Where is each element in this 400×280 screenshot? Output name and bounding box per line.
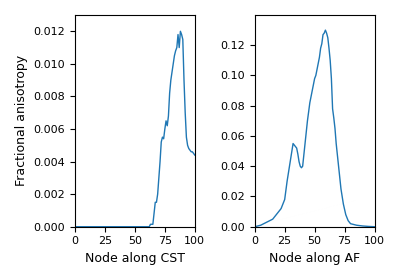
X-axis label: Node along AF: Node along AF <box>269 252 360 265</box>
Y-axis label: Fractional anisotropy: Fractional anisotropy <box>15 55 28 186</box>
X-axis label: Node along CST: Node along CST <box>85 252 185 265</box>
